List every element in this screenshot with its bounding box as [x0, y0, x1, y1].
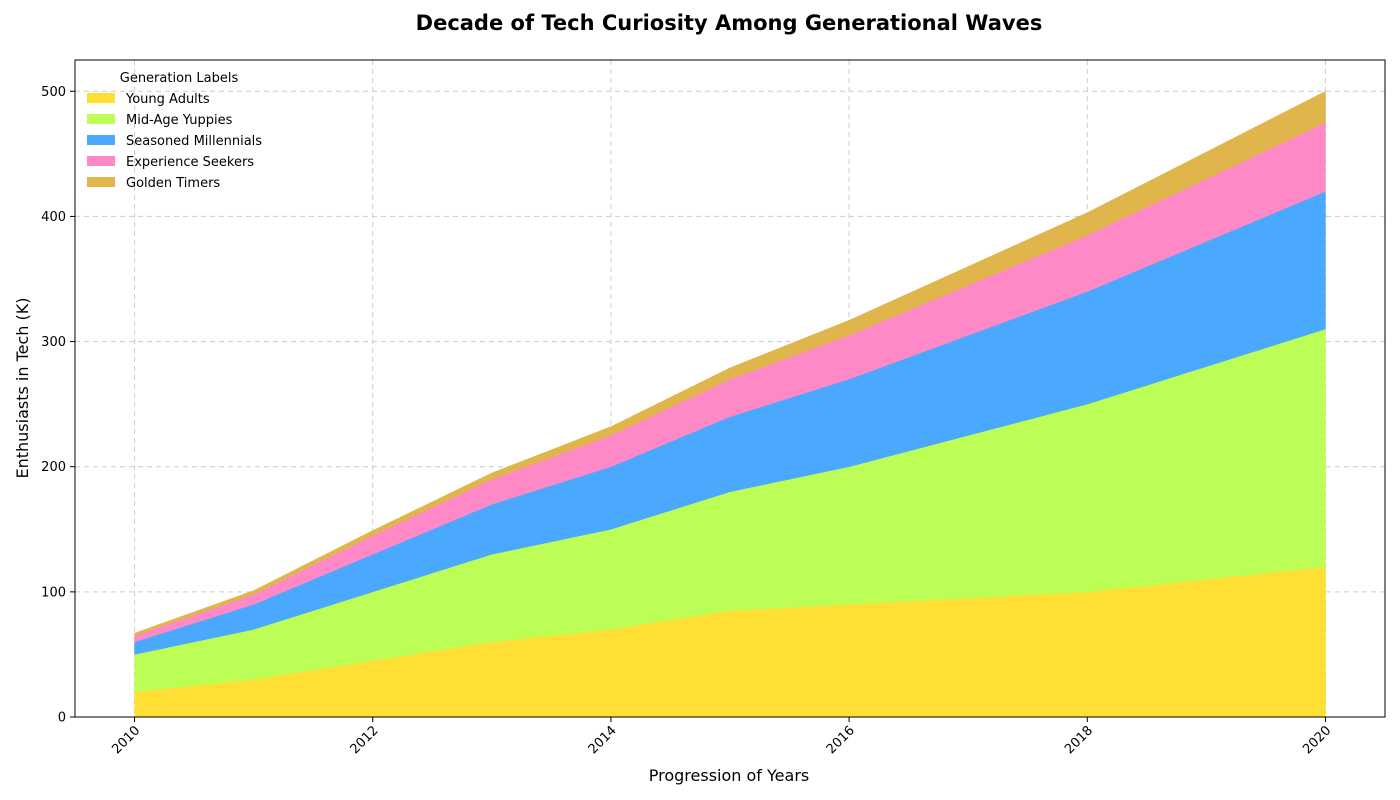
y-tick-label: 0 [58, 711, 66, 726]
plot-frame [74, 59, 1386, 718]
area-golden-timers [134, 90, 1326, 637]
y-axis-ticks: 0 100 200 300 400 500 [41, 85, 75, 726]
legend-swatch-experience-seekers [87, 156, 115, 166]
y-tick-label: 300 [41, 335, 66, 350]
y-tick-label: 100 [41, 585, 66, 600]
area-series-group [134, 90, 1326, 718]
legend-label-seasoned-millennials: Seasoned Millennials [126, 134, 262, 149]
x-tick-label: 2020 [1300, 723, 1334, 757]
x-axis-ticks: 2010 2012 2014 2016 2018 2020 [109, 717, 1334, 757]
legend-swatch-young-adults [87, 93, 115, 103]
x-tick-label: 2012 [348, 723, 382, 757]
legend-title: Generation Labels [120, 71, 239, 86]
x-axis-label: Progression of Years [649, 766, 809, 785]
legend: Generation Labels Young Adults Mid-Age Yu… [87, 71, 262, 191]
x-tick-label: 2014 [586, 723, 620, 757]
legend-label-experience-seekers: Experience Seekers [126, 155, 254, 170]
x-tick-label: 2016 [824, 723, 858, 757]
y-tick-label: 500 [41, 85, 66, 100]
y-tick-label: 200 [41, 460, 66, 475]
legend-swatch-mid-age-yuppies [87, 114, 115, 124]
legend-label-mid-age-yuppies: Mid-Age Yuppies [126, 113, 233, 128]
chart-title: Decade of Tech Curiosity Among Generatio… [416, 11, 1043, 35]
legend-label-golden-timers: Golden Timers [126, 176, 220, 191]
x-tick-label: 2018 [1062, 723, 1096, 757]
x-tick-label: 2010 [109, 723, 143, 757]
legend-swatch-golden-timers [87, 177, 115, 187]
legend-swatch-seasoned-millennials [87, 135, 115, 145]
legend-label-young-adults: Young Adults [125, 92, 210, 107]
y-axis-label: Enthusiasts in Tech (K) [13, 298, 32, 479]
y-tick-label: 400 [41, 210, 66, 225]
